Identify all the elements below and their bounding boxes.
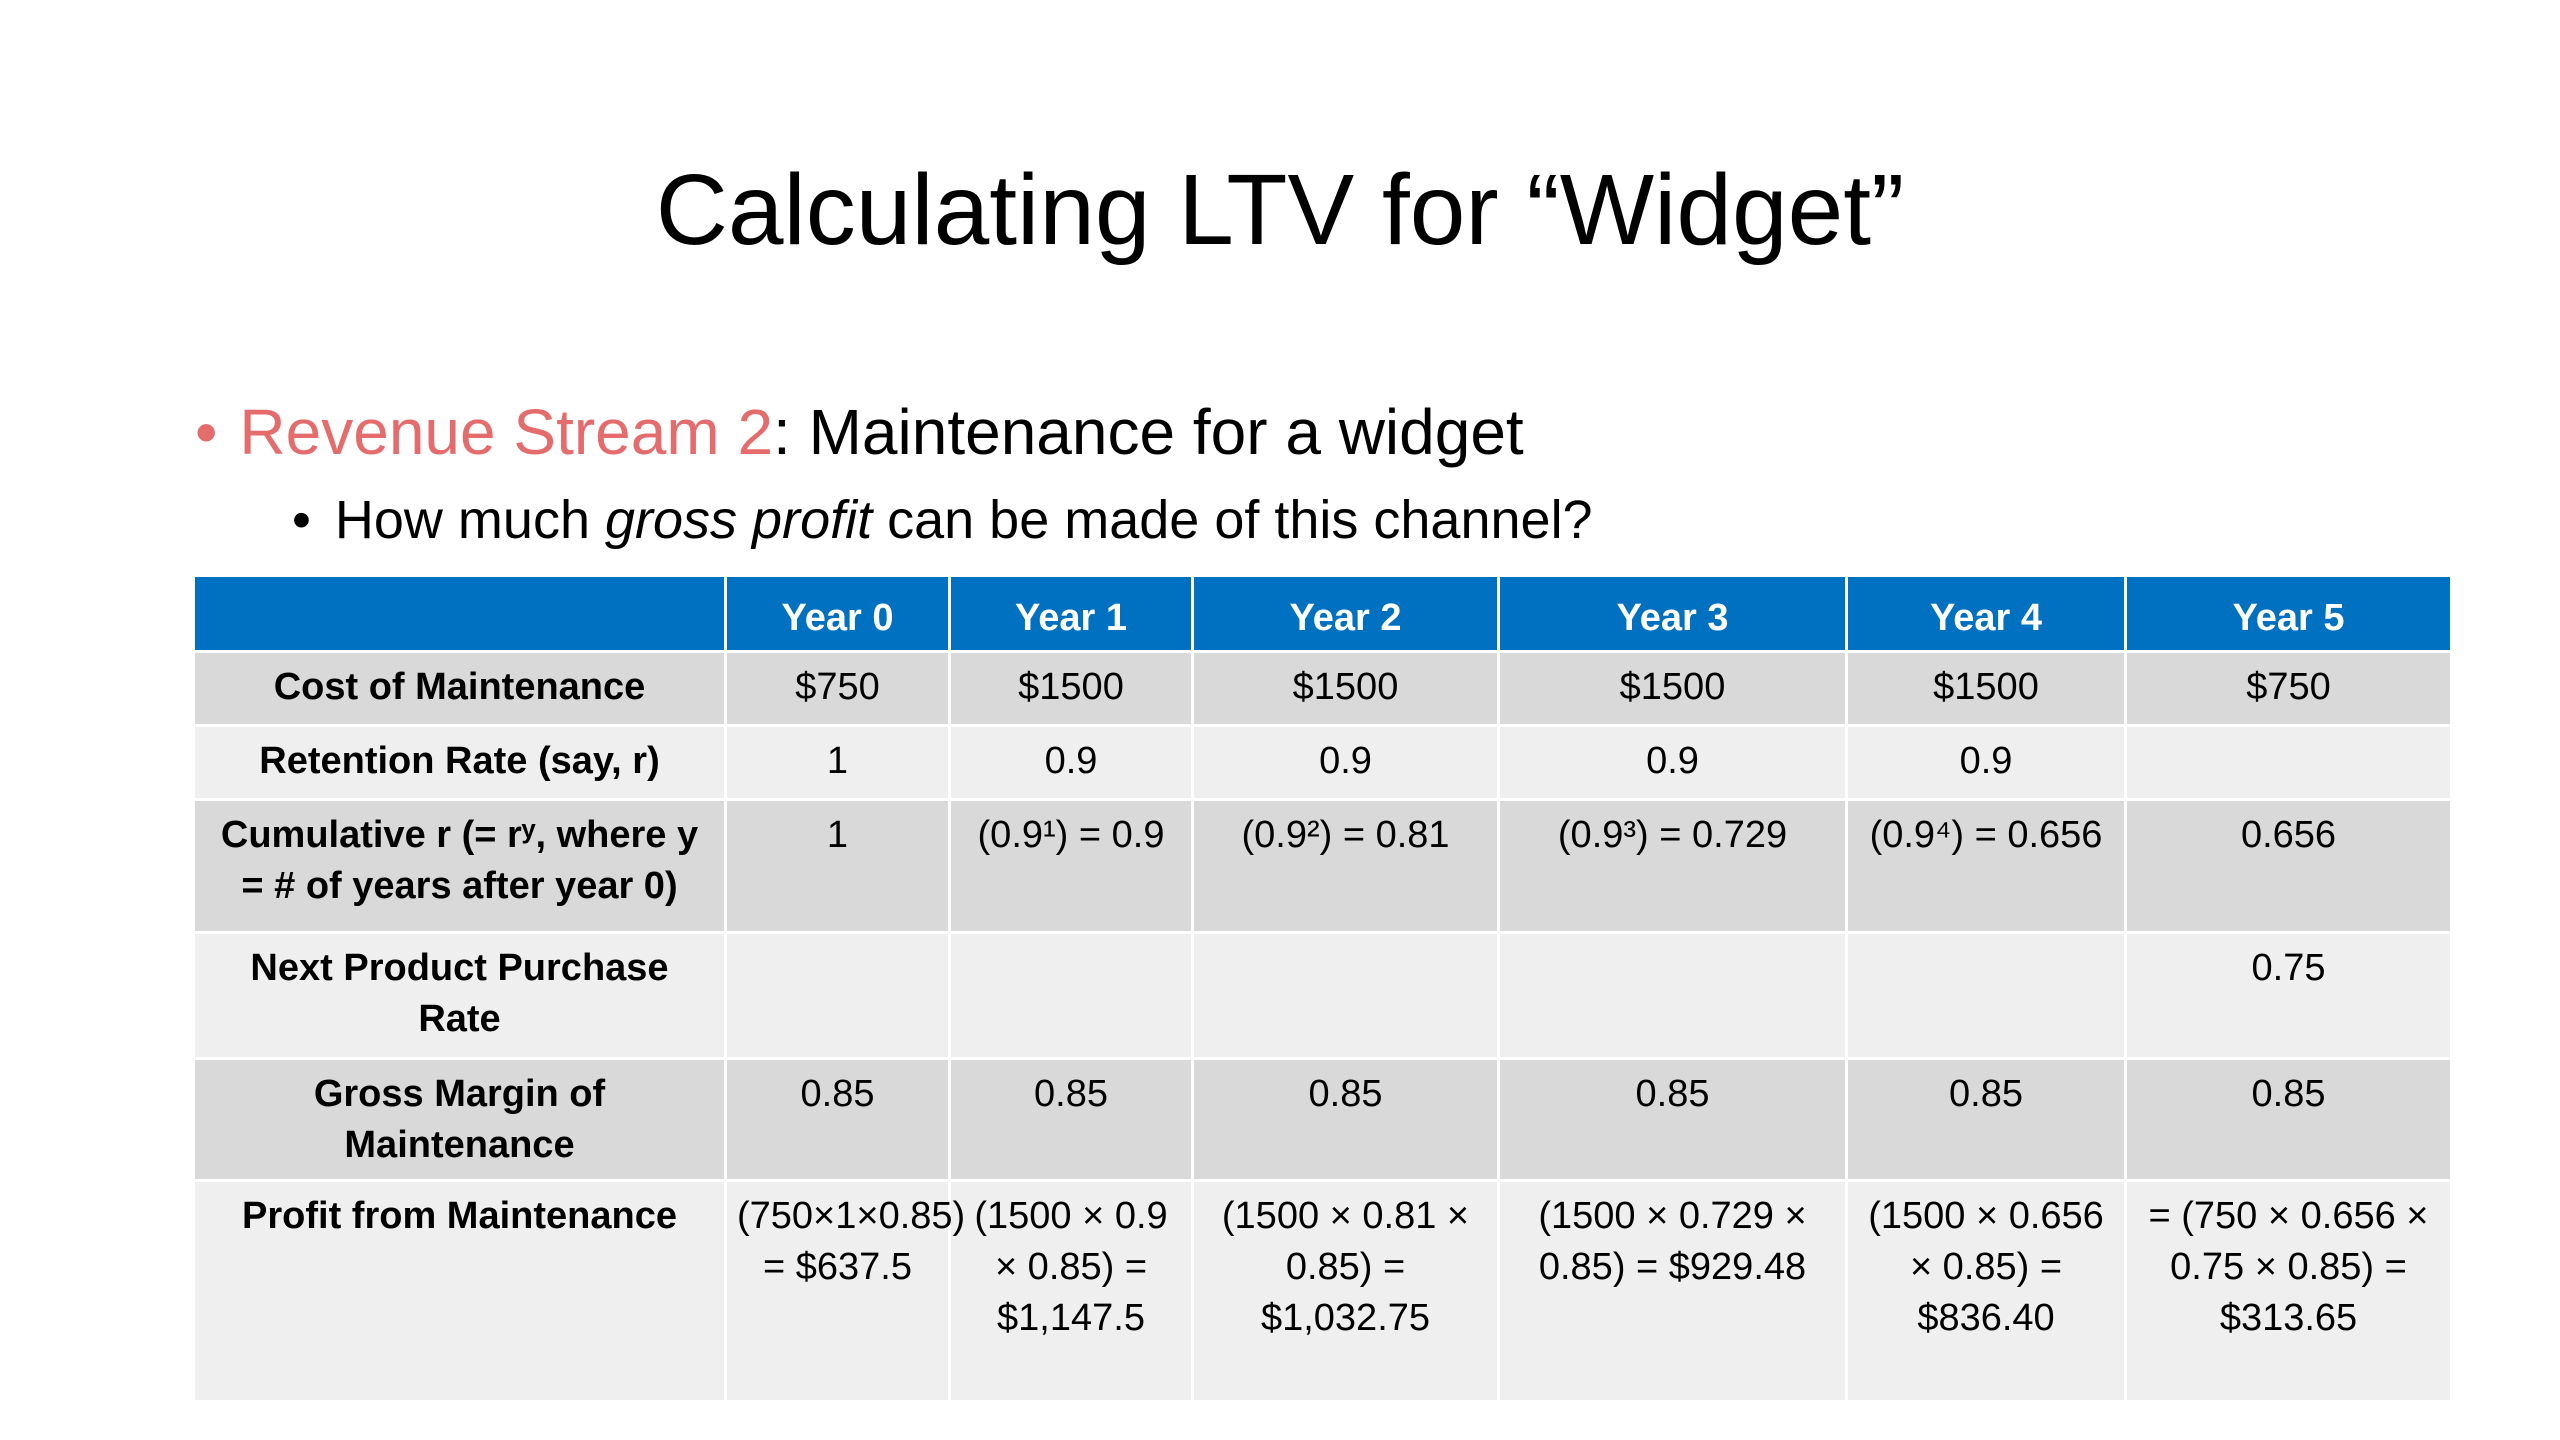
row-label: Next Product Purchase Rate [192, 931, 727, 1060]
bullet-revenue-stream: • Revenue Stream 2: Maintenance for a wid… [195, 392, 1524, 472]
bullet-marker: • [195, 396, 218, 468]
sub-bullet-marker: • [292, 490, 311, 550]
header-cell [192, 574, 727, 653]
revenue-stream-highlight: Revenue Stream 2 [239, 396, 774, 468]
ltv-table: Year 0 Year 1 Year 2 Year 3 Year 4 Year … [192, 574, 2453, 1403]
table-cell: $750 [2124, 650, 2453, 727]
bullet-gross-profit-question: • How much gross profit can be made of th… [292, 485, 1593, 555]
row-label: Cost of Maintenance [192, 650, 727, 727]
table-cell: 0.85 [724, 1057, 951, 1182]
table-cell: (0.9³) = 0.729 [1497, 798, 1848, 934]
question-text-after: can be made of this channel? [872, 490, 1593, 550]
table-cell: = (750 × 0.656 × 0.75 × 0.85) = $313.65 [2124, 1179, 2453, 1403]
table-cell: (1500 × 0.729 × 0.85) = $929.48 [1497, 1179, 1848, 1403]
table-cell: (0.9¹) = 0.9 [948, 798, 1194, 934]
header-cell: Year 3 [1497, 574, 1848, 653]
table-cell: (1500 × 0.81 × 0.85) = $1,032.75 [1191, 1179, 1500, 1403]
header-cell: Year 1 [948, 574, 1194, 653]
table-cell [1191, 931, 1500, 1060]
revenue-stream-text: : Maintenance for a widget [773, 396, 1524, 468]
table-row: Next Product Purchase Rate 0.75 [192, 931, 2453, 1060]
table-cell [1845, 931, 2127, 1060]
table-cell: $1500 [1191, 650, 1500, 727]
table-cell: $1500 [948, 650, 1194, 727]
table-cell: 0.85 [1845, 1057, 2127, 1182]
slide-title: Calculating LTV for “Widget” [655, 154, 1905, 266]
table-row: Profit from Maintenance (750×1×0.85) = $… [192, 1179, 2453, 1403]
header-cell: Year 0 [724, 574, 951, 653]
table-cell: $1500 [1845, 650, 2127, 727]
table-cell [2124, 724, 2453, 801]
table-cell: 0.9 [1845, 724, 2127, 801]
table-cell: 0.85 [1497, 1057, 1848, 1182]
table-cell [1497, 931, 1848, 1060]
table-cell: 0.85 [948, 1057, 1194, 1182]
row-label: Gross Margin of Maintenance [192, 1057, 727, 1182]
table-cell: (1500 × 0.656 × 0.85) = $836.40 [1845, 1179, 2127, 1403]
table-row: Gross Margin of Maintenance 0.85 0.85 0.… [192, 1057, 2453, 1182]
table-cell [948, 931, 1194, 1060]
table-cell: 0.9 [1497, 724, 1848, 801]
table-cell: (1500 × 0.9 × 0.85) = $1,147.5 [948, 1179, 1194, 1403]
table-cell: 1 [724, 724, 951, 801]
table-cell: 0.75 [2124, 931, 2453, 1060]
table-cell: (0.9⁴) = 0.656 [1845, 798, 2127, 934]
table-cell [724, 931, 951, 1060]
table-header-row: Year 0 Year 1 Year 2 Year 3 Year 4 Year … [192, 574, 2453, 653]
table-cell: (750×1×0.85) = $637.5 [724, 1179, 965, 1403]
table-cell: $750 [724, 650, 951, 727]
table-row: Cost of Maintenance $750 $1500 $1500 $15… [192, 650, 2453, 727]
table-row: Cumulative r (= rʸ, where y = # of years… [192, 798, 2453, 934]
table-cell: 1 [724, 798, 951, 934]
row-label: Retention Rate (say, r) [192, 724, 727, 801]
header-cell: Year 4 [1845, 574, 2127, 653]
row-label: Profit from Maintenance [192, 1179, 727, 1403]
table-cell: 0.9 [1191, 724, 1500, 801]
table-cell: 0.9 [948, 724, 1194, 801]
question-text-italic: gross profit [605, 490, 873, 550]
question-text-before: How much [334, 490, 605, 550]
table-cell: (0.9²) = 0.81 [1191, 798, 1500, 934]
header-cell: Year 5 [2124, 574, 2453, 653]
row-label: Cumulative r (= rʸ, where y = # of years… [192, 798, 727, 934]
table-cell: 0.85 [2124, 1057, 2453, 1182]
table-cell: $1500 [1497, 650, 1848, 727]
header-cell: Year 2 [1191, 574, 1500, 653]
table-row: Retention Rate (say, r) 1 0.9 0.9 0.9 0.… [192, 724, 2453, 801]
table-cell: 0.85 [1191, 1057, 1500, 1182]
table-cell: 0.656 [2124, 798, 2453, 934]
